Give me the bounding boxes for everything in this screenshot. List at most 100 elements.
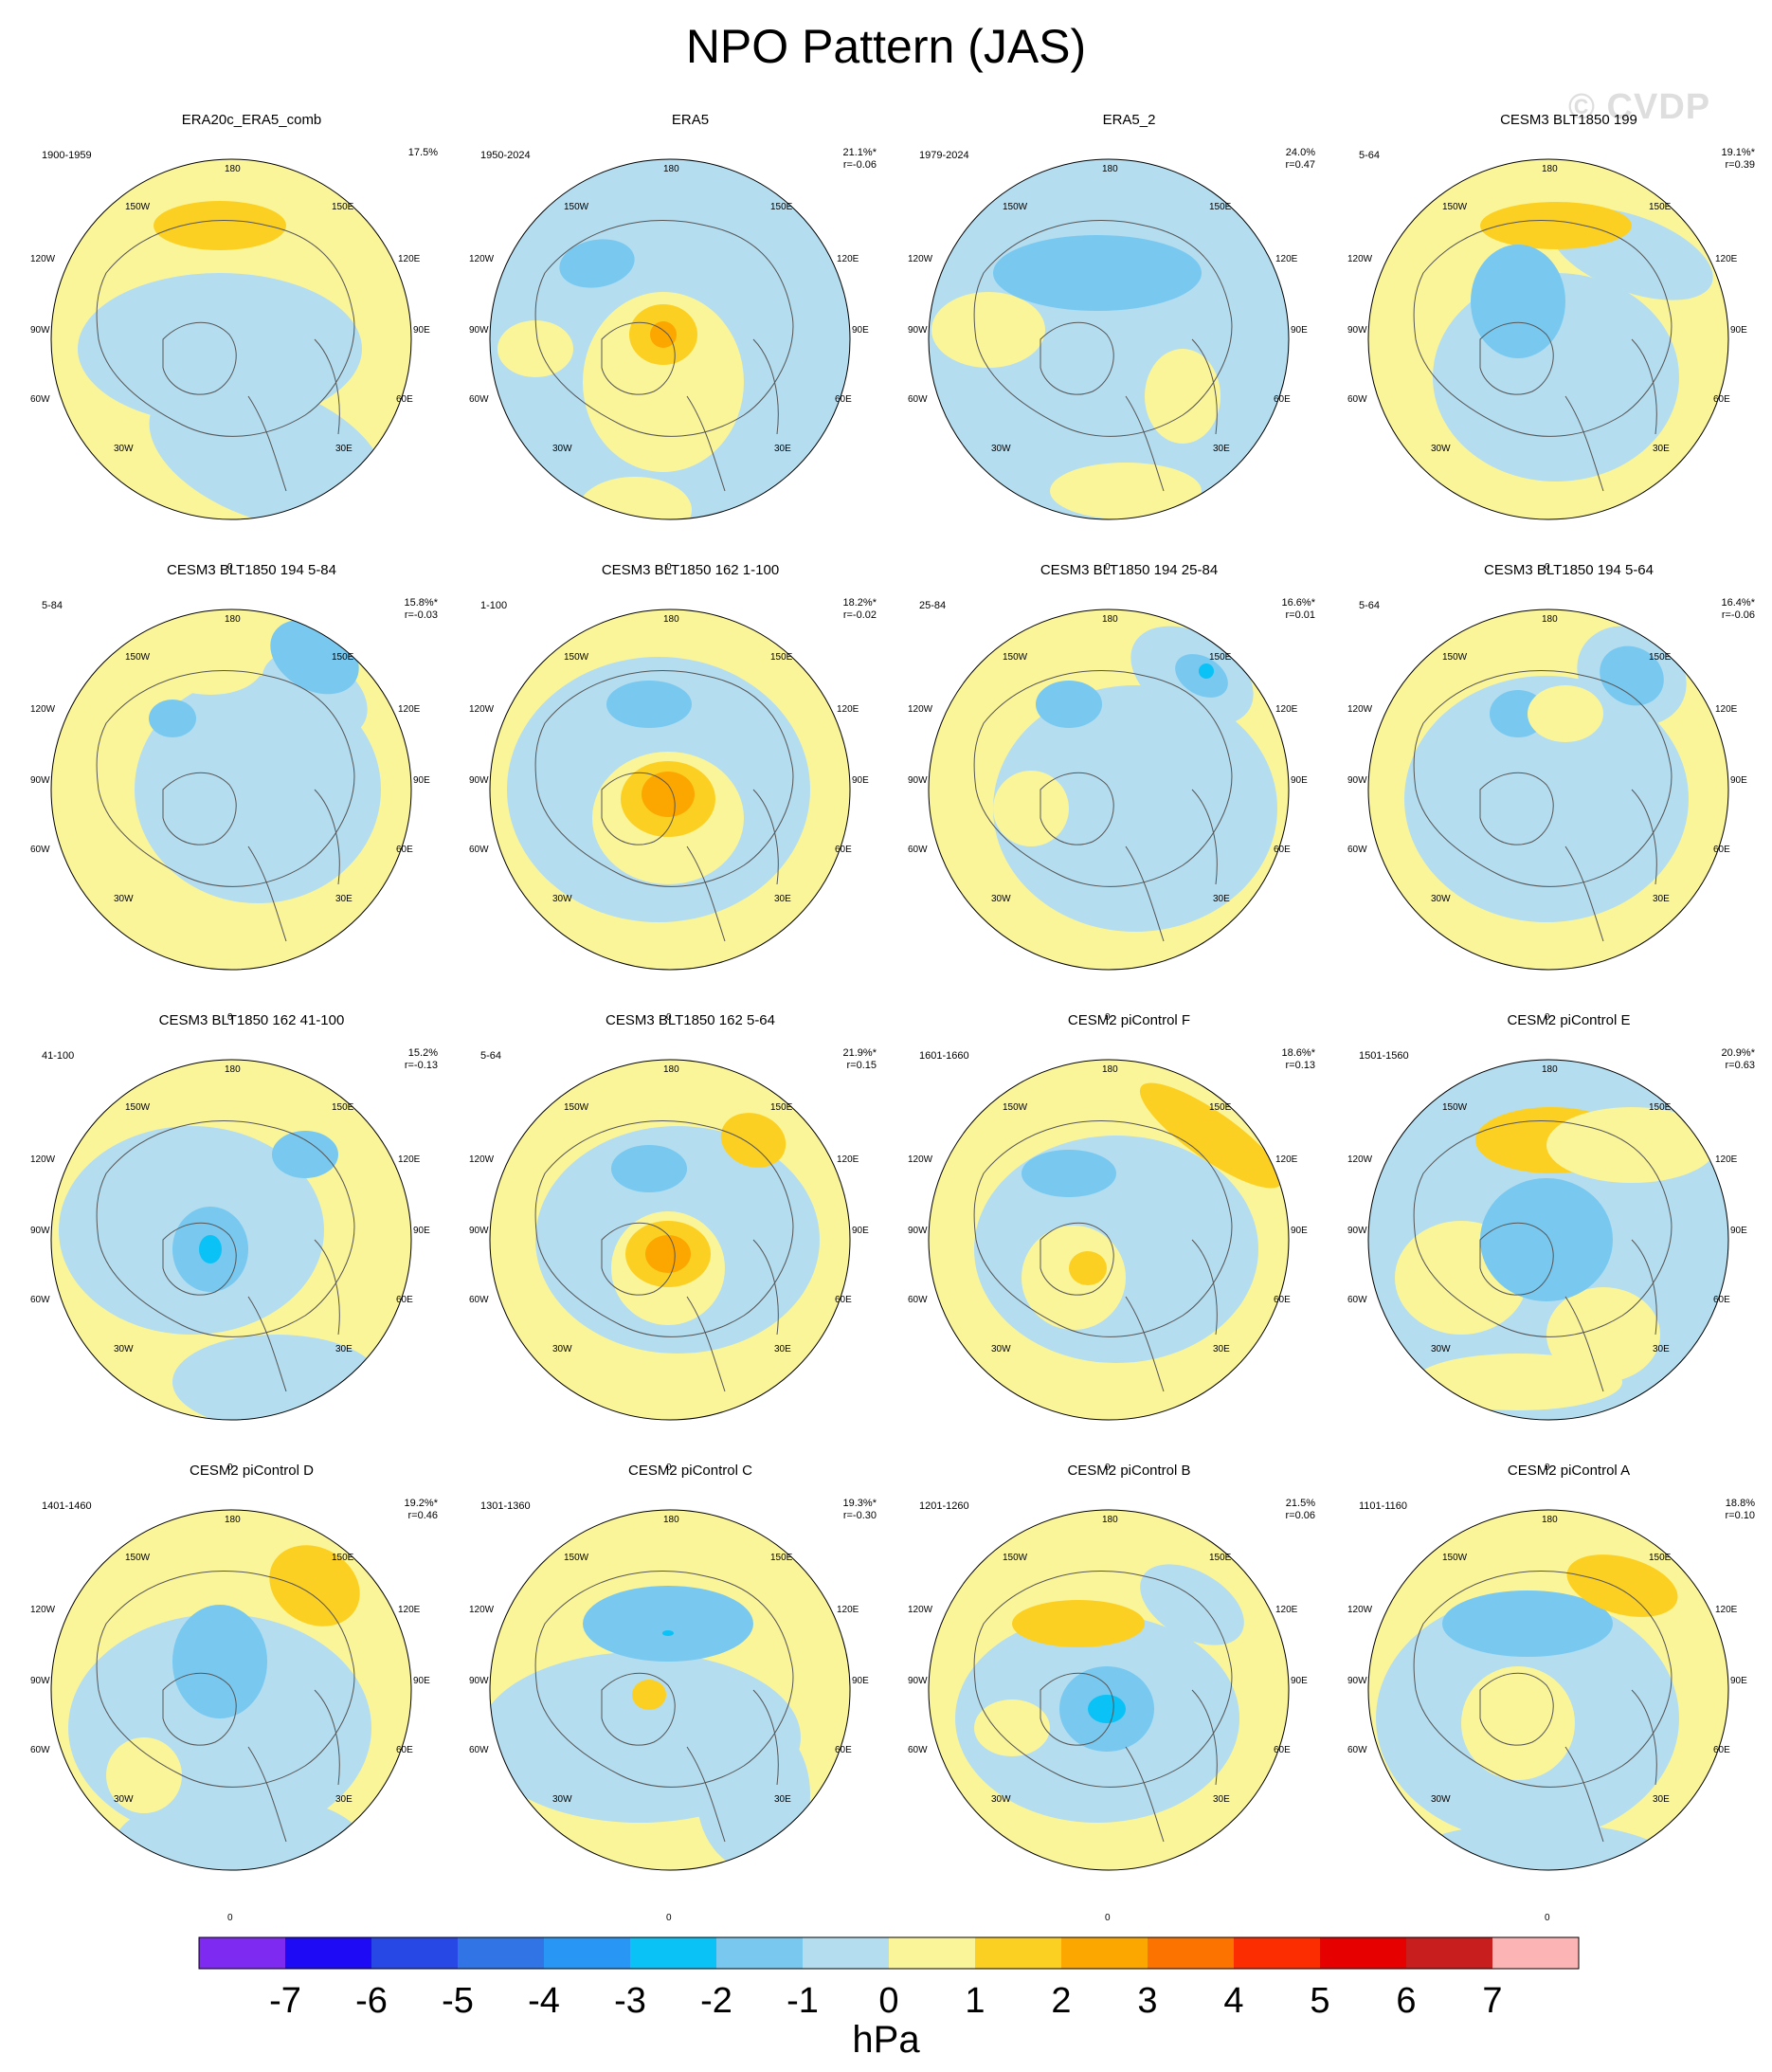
map-border — [928, 158, 1290, 520]
panel-period: 5-64 — [1359, 600, 1381, 611]
pattern-correlation: r=-0.03 — [404, 609, 438, 621]
longitude-label: 180 — [1102, 1515, 1118, 1525]
coastline — [601, 772, 779, 942]
longitude-label: 30E — [335, 894, 353, 904]
longitude-label: 180 — [1542, 1064, 1558, 1075]
panel-stats: 16.4%* r=-0.06 — [1698, 597, 1755, 622]
map-panel: CESM2 piControl F 1601-1660 18.6%* r=0.13 18… — [908, 1012, 1350, 1473]
longitude-label: 90W — [1347, 325, 1367, 336]
longitude-label: 60W — [1347, 394, 1367, 405]
coastline — [534, 219, 794, 437]
longitude-label: 30E — [335, 1794, 353, 1805]
colorbar-swatch — [1492, 1937, 1580, 1969]
colorbar-swatch — [803, 1937, 890, 1969]
map-panel: CESM2 piControl C 1301-1360 19.3%* r=-0.30 1… — [469, 1463, 912, 1923]
coastline — [973, 1570, 1233, 1788]
longitude-label: 120E — [1715, 704, 1738, 715]
panel-stats: 18.6%* r=0.13 — [1258, 1047, 1315, 1072]
longitude-label: 60E — [1274, 394, 1291, 405]
longitude-label: 60E — [1274, 845, 1291, 855]
longitude-label: 90E — [413, 775, 430, 786]
longitude-label: 90W — [908, 1676, 928, 1686]
longitude-label: 30E — [774, 1794, 791, 1805]
panel-stats: 19.3%* r=-0.30 — [820, 1498, 877, 1522]
longitude-label: 30E — [1213, 894, 1230, 904]
polar-map — [489, 158, 851, 520]
longitude-label: 180 — [225, 1515, 241, 1525]
polar-map — [928, 158, 1290, 520]
colorbar-swatch — [975, 1937, 1062, 1969]
colorbar-tick-label: -6 — [355, 1981, 388, 2021]
anomaly-contour — [1414, 1354, 1622, 1410]
longitude-label: 90W — [908, 775, 928, 786]
longitude-label: 90E — [1291, 1226, 1308, 1236]
longitude-label: 60E — [835, 1295, 852, 1305]
map-panel: CESM2 piControl A 1101-1160 18.8% r=0.10 180… — [1347, 1463, 1772, 1923]
polar-map — [50, 158, 412, 520]
longitude-label: 30W — [1431, 894, 1451, 904]
longitude-label: 180 — [663, 1064, 679, 1075]
panel-title: CESM3 BLT1850 162 5-64 — [606, 1012, 775, 1028]
panel-period: 1900-1959 — [42, 150, 92, 161]
colorbar-tick-label: 1 — [965, 1981, 985, 2021]
pattern-correlation: r=-0.30 — [842, 1510, 877, 1521]
longitude-label: 60W — [1347, 1295, 1367, 1305]
pattern-correlation: r=0.39 — [1725, 159, 1756, 171]
anomaly-contour — [611, 1145, 687, 1192]
longitude-label: 90W — [908, 325, 928, 336]
anomaly-contour — [1199, 663, 1214, 679]
longitude-label: 120E — [398, 1605, 421, 1615]
longitude-label: 120W — [1347, 254, 1373, 264]
anomaly-contour — [1050, 463, 1202, 519]
longitude-label: 180 — [663, 164, 679, 174]
colorbar-swatch — [716, 1937, 804, 1969]
pattern-correlation: r=-0.06 — [1721, 609, 1755, 621]
anomaly-contour — [1088, 1695, 1126, 1723]
longitude-label: 120W — [469, 254, 495, 264]
longitude-label: 30W — [114, 1344, 134, 1354]
anomaly-contour — [720, 1113, 787, 1168]
longitude-label: 120E — [837, 254, 859, 264]
anomaly-contour — [578, 477, 692, 519]
longitude-label: 150E — [770, 202, 793, 212]
anomaly-contour — [642, 772, 695, 817]
longitude-label: 120E — [1715, 254, 1738, 264]
longitude-label: 30W — [1431, 444, 1451, 454]
longitude-label: 90E — [1291, 325, 1308, 336]
longitude-label: 150W — [564, 1102, 589, 1113]
colorbar-swatch — [458, 1937, 545, 1969]
colorbar-swatch — [1406, 1937, 1493, 1969]
longitude-label: 120E — [398, 704, 421, 715]
longitude-label: 120E — [837, 1154, 859, 1165]
anomaly-contour — [78, 273, 362, 425]
map-panel: CESM3 BLT1850 162 1-100 1-100 18.2%* r=-0.0… — [469, 562, 912, 1023]
longitude-label: 180 — [1102, 614, 1118, 625]
longitude-label: 0 — [666, 1463, 672, 1473]
pattern-correlation: r=0.46 — [407, 1510, 439, 1521]
panel-period: 1301-1360 — [480, 1500, 531, 1512]
longitude-label: 90W — [469, 1676, 489, 1686]
longitude-label: 30W — [552, 1794, 572, 1805]
colorbar-tick-label: 7 — [1482, 1981, 1502, 2021]
coastline — [96, 1119, 355, 1337]
colorbar-tick-label: -2 — [700, 1981, 732, 2021]
longitude-label: 150W — [1003, 202, 1028, 212]
longitude-label: 30W — [991, 894, 1011, 904]
longitude-label: 0 — [666, 1913, 672, 1923]
longitude-label: 90W — [469, 1226, 489, 1236]
anomaly-contour — [931, 292, 1045, 368]
panel-stats: 19.2%* r=0.46 — [381, 1498, 438, 1522]
longitude-label: 120W — [1347, 1605, 1373, 1615]
map-border — [928, 1509, 1290, 1871]
longitude-label: 30W — [114, 444, 134, 454]
anomaly-contour — [269, 1545, 360, 1627]
longitude-label: 30E — [1213, 444, 1230, 454]
anomaly-contour — [1145, 349, 1221, 444]
coastline — [601, 321, 779, 492]
map-panel: CESM3 BLT1850 194 25-84 25-84 16.6%* r=0.01… — [908, 562, 1350, 1023]
longitude-label: 30E — [1653, 444, 1670, 454]
longitude-label: 120W — [30, 1605, 56, 1615]
longitude-label: 0 — [227, 1012, 233, 1023]
colorbar-tick-label: -7 — [269, 1981, 301, 2021]
coastline — [162, 1222, 340, 1392]
